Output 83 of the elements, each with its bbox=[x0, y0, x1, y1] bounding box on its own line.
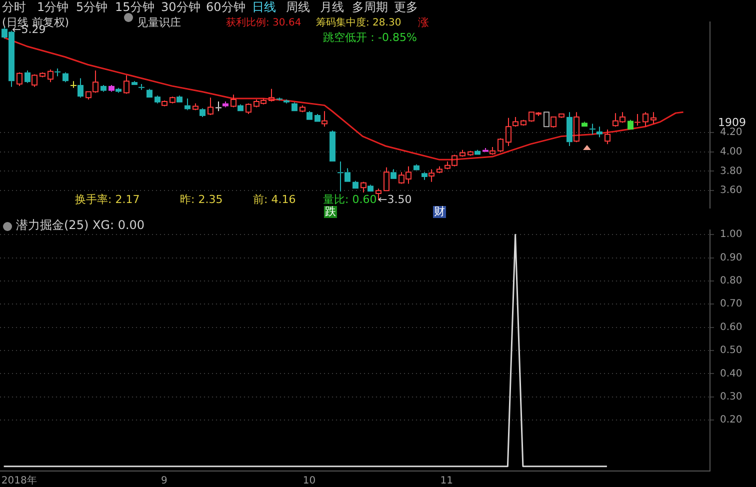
y-tick-label: 0.30 bbox=[720, 391, 742, 402]
candlestick bbox=[132, 80, 138, 85]
annotation: 跌 bbox=[325, 204, 336, 218]
text: 多周期 bbox=[352, 0, 388, 14]
candlestick bbox=[474, 149, 480, 155]
candlestick bbox=[650, 112, 656, 124]
candlestick bbox=[590, 123, 596, 135]
text: 60分钟 bbox=[206, 0, 246, 14]
candlestick bbox=[284, 99, 290, 104]
annotation: 换手率: 2.17 bbox=[75, 192, 140, 206]
annotation: 获利比例: 30.64 bbox=[226, 16, 302, 29]
candlestick bbox=[268, 88, 274, 102]
candlestick bbox=[634, 114, 640, 126]
candlestick bbox=[146, 88, 152, 98]
candlestick bbox=[306, 110, 312, 120]
text: 周线 bbox=[286, 0, 310, 14]
candlestick bbox=[352, 180, 358, 189]
x-tick-label: 2018年 bbox=[1, 474, 37, 487]
y-tick-label: 0.40 bbox=[720, 368, 742, 380]
candlestick bbox=[428, 168, 434, 182]
candlestick bbox=[596, 126, 602, 138]
text: 更多 bbox=[394, 0, 418, 14]
candlestick bbox=[78, 78, 84, 98]
text: 30分钟 bbox=[161, 0, 200, 14]
candlestick bbox=[24, 70, 30, 84]
candlestick bbox=[582, 121, 588, 127]
text: 分时 bbox=[2, 0, 26, 14]
candlestick bbox=[62, 72, 68, 83]
candlestick bbox=[138, 84, 144, 90]
y-tick-label: 0.20 bbox=[720, 414, 742, 426]
annotation: ←3.50 bbox=[378, 192, 412, 206]
annotation: 财 bbox=[434, 204, 445, 218]
y-tick-label: 1.00 bbox=[720, 229, 742, 240]
annotation: 量比: 0.60 bbox=[323, 192, 377, 206]
candlestick bbox=[108, 84, 114, 92]
candlestick bbox=[506, 117, 512, 146]
candlestick bbox=[628, 119, 634, 130]
x-tick-label: 9 bbox=[160, 476, 168, 487]
candlestick bbox=[222, 100, 228, 108]
candlestick bbox=[208, 97, 214, 116]
candlestick bbox=[322, 110, 328, 128]
candlestick bbox=[482, 147, 488, 152]
candlestick bbox=[216, 100, 222, 112]
candlestick bbox=[70, 80, 76, 88]
candlestick bbox=[184, 98, 190, 111]
candlestick bbox=[100, 84, 106, 92]
text: 15分钟 bbox=[115, 0, 154, 14]
candlestick bbox=[422, 172, 428, 180]
text: 1909 bbox=[718, 116, 746, 129]
candlestick bbox=[314, 114, 320, 122]
candlestick bbox=[414, 164, 420, 170]
candlestick bbox=[154, 95, 160, 104]
candlestick bbox=[54, 68, 60, 77]
text: 月线 bbox=[320, 0, 344, 14]
y-tick-label: 0.90 bbox=[720, 252, 742, 264]
annotation: 跳空低开：-0.85% bbox=[323, 30, 417, 44]
y-tick-label: 3.80 bbox=[720, 166, 742, 177]
annotation: 涨 bbox=[418, 16, 429, 29]
y-tick-label: 0.70 bbox=[720, 298, 742, 310]
y-tick-label: 3.60 bbox=[720, 185, 742, 196]
candlestick bbox=[238, 104, 244, 112]
text: 日线 bbox=[252, 0, 276, 14]
annotation: 昨: 2.35 bbox=[180, 192, 223, 206]
candlestick bbox=[330, 130, 336, 162]
candlestick bbox=[176, 95, 182, 102]
candlestick bbox=[200, 108, 206, 118]
text: 5分钟 bbox=[76, 0, 108, 14]
x-tick-label: 11 bbox=[440, 476, 453, 487]
candlestick bbox=[276, 97, 282, 101]
y-tick-label: 4.00 bbox=[720, 146, 742, 158]
y-tick-label: 0.60 bbox=[720, 322, 742, 333]
annotation: 前: 4.16 bbox=[253, 192, 296, 206]
candlestick bbox=[292, 102, 298, 112]
y-tick-label: 0.80 bbox=[720, 276, 742, 287]
annotation: 筹码集中度: 28.30 bbox=[316, 16, 402, 29]
candlestick bbox=[566, 112, 572, 146]
y-tick-label: 0.50 bbox=[720, 345, 742, 356]
chart-title: 潜力掘金(25) XG: 0.00 bbox=[16, 218, 145, 232]
text: 1分钟 bbox=[37, 0, 69, 14]
candlestick bbox=[604, 129, 610, 145]
annotation: 见量识庄 bbox=[137, 16, 181, 29]
y-tick-label: 4.20 bbox=[720, 127, 742, 138]
x-tick-label: 10 bbox=[302, 476, 316, 487]
